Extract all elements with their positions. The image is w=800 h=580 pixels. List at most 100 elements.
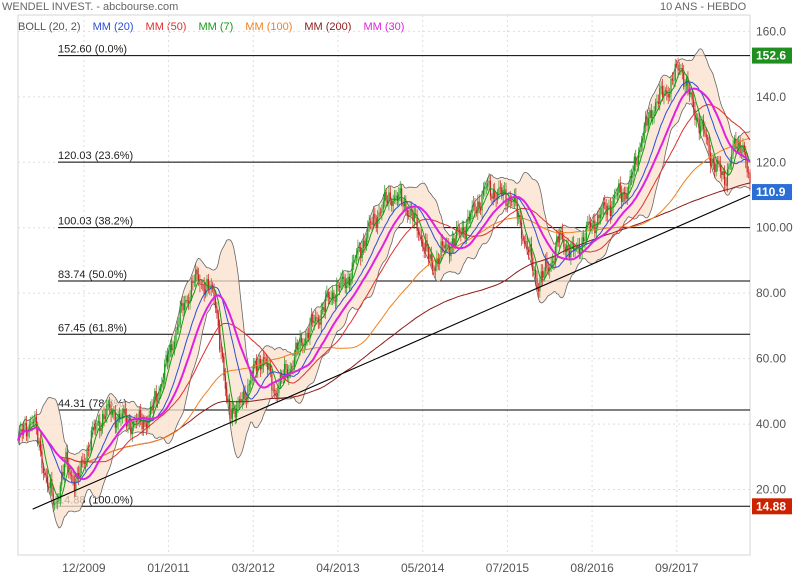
price-badge-label: 110.9 [756,185,786,199]
candle-body [615,195,617,197]
candle-body [372,213,375,225]
candle-body [697,117,699,120]
candle-body [547,267,549,272]
candle-body [660,86,662,89]
candle-body [718,160,720,164]
x-tick-label: 08/2016 [570,561,614,575]
candle-body [618,183,620,193]
candle-body [523,241,525,242]
candle-body [131,427,133,435]
candle-body [275,391,277,397]
candle-body [175,329,177,342]
candle-body [632,170,634,178]
candle-body [93,426,95,430]
candle-body [692,99,695,110]
candle-body [254,360,256,365]
candle-body [480,207,482,211]
candle-body [137,419,139,422]
candle-body [719,163,721,172]
candle-body [278,385,280,394]
candle-body [185,300,187,304]
candle-body [158,391,160,401]
candle-body [401,188,403,204]
candle-body [228,399,231,410]
candle-body [484,188,486,190]
candle-body [227,399,229,401]
candle-body [408,215,410,217]
candle-body [652,117,654,119]
candle-body [299,337,301,349]
candle-body [190,280,193,297]
candle-body [20,429,22,432]
candle-body [499,187,501,189]
candle-body [575,246,578,250]
y-tick-label: 160.0 [756,24,786,38]
candle-body [138,410,140,420]
candle-body [69,471,71,476]
price-badge [752,184,792,201]
candle-body [687,77,689,90]
ma-30-line [17,87,751,481]
candle-body [261,366,263,370]
candle-body [674,63,676,80]
candle-body [396,195,398,201]
candle-body [206,278,208,290]
candle-body [512,201,514,203]
candle-body [274,389,276,392]
candle-body [509,198,511,202]
candle-body [503,189,506,191]
candle-body [628,185,630,194]
candle-body [671,78,674,81]
candle-body [557,236,559,243]
candle-body [403,202,406,207]
candle-body [584,239,586,242]
candle-body [690,92,692,95]
candle-body [736,146,738,149]
candle-body [653,111,655,118]
candle-body [155,391,157,401]
ma-7-line [17,69,751,500]
candle-body [300,337,303,343]
candle-body [203,284,205,295]
candle-body [444,244,446,249]
candle-body [97,421,99,423]
candle-body [296,342,298,350]
candle-body [393,197,396,201]
candle-body [358,247,360,248]
candle-body [402,203,404,207]
candle-body [289,368,291,373]
chart-title: WENDEL INVEST. - abcbourse.com [2,1,179,13]
candle-body [51,479,53,494]
candle-body [611,206,613,217]
candle-body [425,240,427,252]
candle-body [99,421,101,431]
candle-body [52,493,54,505]
candle-body [599,214,602,219]
candle-body [639,146,641,152]
legend-item: MM (100) [245,21,293,33]
candle-body [688,89,690,95]
candle-body [217,312,219,327]
candle-body [237,402,239,409]
candle-body [236,408,238,418]
candle-body [654,102,657,112]
fibonacci-label: 67.45 (61.8%) [58,322,127,334]
candle-body [649,110,651,119]
candle-body [399,188,401,195]
candle-body [330,298,332,300]
candle-body [55,501,57,504]
candle-body [257,365,259,372]
candle-body [364,240,366,247]
candle-body [454,238,456,247]
candle-body [570,243,572,258]
candle-body [79,466,81,478]
price-badge [752,498,792,515]
candle-body [116,422,118,428]
candle-body [243,389,245,400]
candle-body [395,195,397,198]
candle-body [241,399,243,403]
candle-body [392,200,394,206]
candle-body [637,151,640,165]
bollinger-band-fill [18,48,750,529]
candle-body [471,206,473,213]
